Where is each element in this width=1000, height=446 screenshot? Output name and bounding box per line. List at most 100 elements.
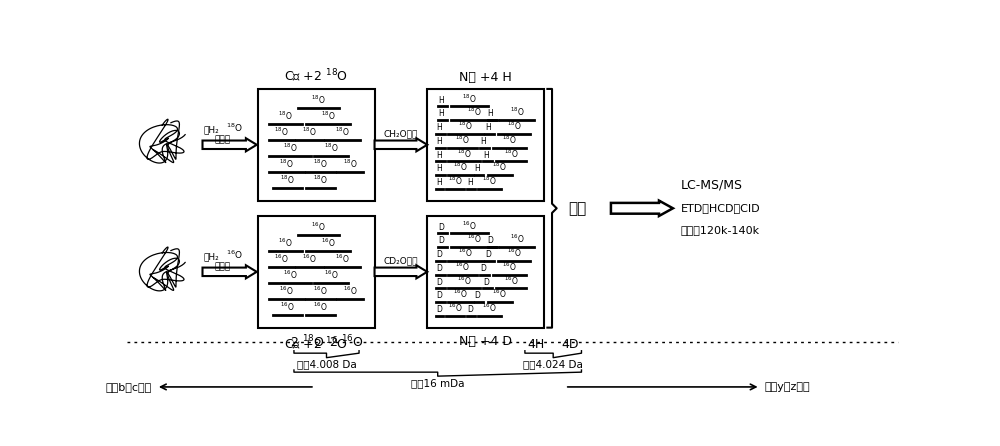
Text: D: D xyxy=(480,264,486,273)
Text: 在H₂: 在H₂ xyxy=(204,125,220,134)
FancyArrow shape xyxy=(375,138,427,151)
Text: 相坎4.008 Da: 相坎4.008 Da xyxy=(297,359,356,369)
Text: $^{16}$O: $^{16}$O xyxy=(311,221,326,233)
Text: H: H xyxy=(436,164,442,173)
Text: $^{16}$O: $^{16}$O xyxy=(458,247,473,259)
FancyArrow shape xyxy=(375,265,427,278)
Text: D: D xyxy=(436,305,442,314)
Text: $^{18}$O: $^{18}$O xyxy=(274,126,288,138)
Text: $^{16}$O: $^{16}$O xyxy=(507,247,522,259)
Text: $^{18}$O: $^{18}$O xyxy=(302,126,316,138)
Text: 4D: 4D xyxy=(562,338,579,351)
Text: D: D xyxy=(436,250,442,259)
Text: $^{16}$O: $^{16}$O xyxy=(313,285,328,297)
Text: 2 $^{18}$O: 2 $^{18}$O xyxy=(290,334,324,351)
Text: H: H xyxy=(436,178,442,187)
Text: $^{18}$O: $^{18}$O xyxy=(482,175,497,187)
Text: H: H xyxy=(436,123,442,132)
Text: $^{16}$O: $^{16}$O xyxy=(504,274,518,287)
FancyArrow shape xyxy=(202,265,257,278)
Text: $^{18}$O: $^{18}$O xyxy=(492,161,507,173)
Text: CD₂O标记: CD₂O标记 xyxy=(384,256,418,266)
Text: $^{16}$O: $^{16}$O xyxy=(467,233,482,245)
Text: $^{16}$O: $^{16}$O xyxy=(274,253,288,265)
Text: $^{16}$O: $^{16}$O xyxy=(313,301,328,314)
Text: D: D xyxy=(436,291,442,300)
Text: $^{16}$O: $^{16}$O xyxy=(283,269,297,281)
Text: $^{18}$O: $^{18}$O xyxy=(504,147,518,160)
Text: CH₂O标记: CH₂O标记 xyxy=(384,130,418,139)
Text: H: H xyxy=(438,95,444,104)
Text: H: H xyxy=(485,123,491,132)
Text: 成对y、z离子: 成对y、z离子 xyxy=(764,382,810,392)
Text: $^{18}$O: $^{18}$O xyxy=(502,133,517,146)
Text: N端 +4 H: N端 +4 H xyxy=(459,71,512,84)
Text: $^{18}$O: $^{18}$O xyxy=(313,158,328,170)
Text: $^{18}$O: $^{18}$O xyxy=(467,106,482,118)
Text: 中酶解: 中酶解 xyxy=(215,262,231,271)
Text: 混合: 混合 xyxy=(568,201,587,216)
Text: $^{16}$O: $^{16}$O xyxy=(448,302,462,314)
Text: $^{18}$O: $^{18}$O xyxy=(343,158,357,170)
Text: H: H xyxy=(436,151,442,160)
Text: H: H xyxy=(475,164,480,173)
Bar xyxy=(258,216,375,328)
Text: $^{18}$O: $^{18}$O xyxy=(278,110,293,122)
Text: $^{16}$O: $^{16}$O xyxy=(278,237,293,249)
Text: $^{16}$O: $^{16}$O xyxy=(482,302,497,314)
Text: $^{18}$O: $^{18}$O xyxy=(455,133,470,146)
Text: $^{18}$O: $^{18}$O xyxy=(507,120,522,132)
Text: D: D xyxy=(475,291,481,300)
Text: $^{16}$O: $^{16}$O xyxy=(302,253,316,265)
Text: $^{18}$O: $^{18}$O xyxy=(453,161,468,173)
Text: 在H₂: 在H₂ xyxy=(204,252,220,261)
Text: ETD、HCD、CID: ETD、HCD、CID xyxy=(681,203,760,213)
Text: D: D xyxy=(436,277,442,287)
Text: $^{18}$O: $^{18}$O xyxy=(280,174,295,186)
Text: C端 +2 $^{18}$O: C端 +2 $^{18}$O xyxy=(284,67,348,84)
Text: $^{18}$O: $^{18}$O xyxy=(321,110,335,122)
Text: D: D xyxy=(485,250,491,259)
Text: 相坎16 mDa: 相坎16 mDa xyxy=(411,378,464,388)
Text: $^{18}$O: $^{18}$O xyxy=(335,126,350,138)
Text: 中酶解: 中酶解 xyxy=(215,135,231,144)
Text: 相坎4.024 Da: 相坎4.024 Da xyxy=(523,359,583,369)
Text: H: H xyxy=(480,137,486,146)
Text: $^{16}$O: $^{16}$O xyxy=(455,260,470,273)
Text: $^{16}$O: $^{16}$O xyxy=(462,219,477,231)
Text: D: D xyxy=(483,277,489,287)
Text: H: H xyxy=(488,109,493,118)
Text: $^{18}$O: $^{18}$O xyxy=(311,94,326,106)
Text: $^{18}$O: $^{18}$O xyxy=(448,175,462,187)
Text: $^{16}$O: $^{16}$O xyxy=(226,248,243,261)
Bar xyxy=(258,89,375,201)
Text: N端 +4 D: N端 +4 D xyxy=(459,335,512,348)
Text: $^{16}$O: $^{16}$O xyxy=(279,285,294,297)
Text: $^{16}$O: $^{16}$O xyxy=(502,260,517,273)
Text: $^{16}$O: $^{16}$O xyxy=(457,274,471,287)
Text: $^{18}$O: $^{18}$O xyxy=(458,120,473,132)
Text: $^{18}$O: $^{18}$O xyxy=(510,106,524,118)
Text: H: H xyxy=(436,137,442,146)
Text: $^{16}$O: $^{16}$O xyxy=(324,269,338,281)
Text: 2 $^{16}$O: 2 $^{16}$O xyxy=(329,334,363,351)
Text: $^{16}$O: $^{16}$O xyxy=(453,288,468,300)
Text: $^{18}$O: $^{18}$O xyxy=(324,142,338,154)
Text: $^{18}$O: $^{18}$O xyxy=(462,92,477,104)
Text: LC-MS/MS: LC-MS/MS xyxy=(681,178,743,191)
Text: D: D xyxy=(467,305,473,314)
Text: 成对b、c离子: 成对b、c离子 xyxy=(106,382,152,392)
Text: $^{18}$O: $^{18}$O xyxy=(226,122,243,134)
FancyArrow shape xyxy=(202,138,257,151)
Text: $^{16}$O: $^{16}$O xyxy=(321,237,335,249)
Text: H: H xyxy=(467,178,473,187)
Text: $^{18}$O: $^{18}$O xyxy=(279,158,294,170)
Bar xyxy=(427,216,544,328)
Text: D: D xyxy=(436,264,442,273)
FancyArrow shape xyxy=(611,201,673,216)
Text: $^{16}$O: $^{16}$O xyxy=(510,233,524,245)
Text: $^{18}$O: $^{18}$O xyxy=(313,174,328,186)
Text: $^{16}$O: $^{16}$O xyxy=(492,288,507,300)
Text: H: H xyxy=(483,151,489,160)
Text: D: D xyxy=(438,223,444,231)
